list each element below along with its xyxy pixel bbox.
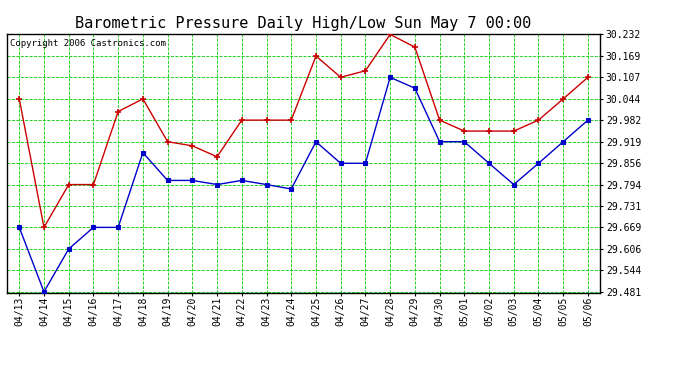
Title: Barometric Pressure Daily High/Low Sun May 7 00:00: Barometric Pressure Daily High/Low Sun M… [75, 16, 532, 31]
Text: Copyright 2006 Castronics.com: Copyright 2006 Castronics.com [10, 39, 166, 48]
